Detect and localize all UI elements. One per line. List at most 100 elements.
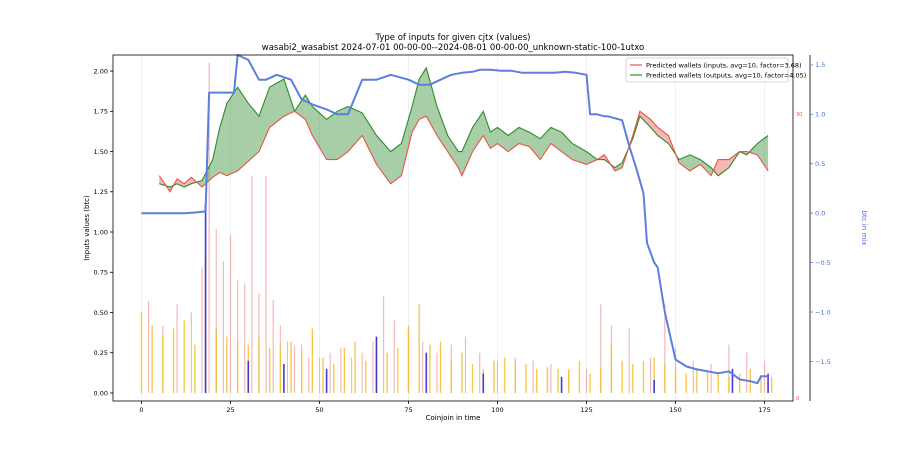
fill-outputs-above	[269, 79, 284, 128]
legend: Predicted wallets (inputs, avg=10, facto…	[625, 57, 806, 83]
fill-outputs-above	[586, 151, 598, 165]
input-bar-yellow	[407, 328, 410, 393]
input-bar-yellow	[343, 347, 346, 393]
input-bar-yellow	[471, 363, 474, 393]
fill-outputs-above	[458, 151, 462, 176]
input-bar-pink	[201, 267, 203, 393]
input-bar-pink	[746, 352, 748, 393]
input-bar-pink	[329, 352, 331, 393]
fill-outputs-above	[518, 127, 530, 147]
fill-outputs-above	[757, 135, 769, 171]
y-axis-label: Inputs values (btc)	[83, 195, 91, 261]
fill-inputs-above	[718, 159, 729, 176]
fill-outputs-above	[347, 106, 363, 152]
y-axis-ticks: 0.00 0.25 0.50 0.75 1.00 1.25 1.50 1.75 2.00	[94, 67, 113, 397]
input-bar-pink	[286, 341, 289, 393]
fill-outputs-above	[472, 111, 484, 152]
input-bar-pink	[208, 63, 210, 393]
input-bar-pink	[628, 328, 630, 393]
x-tick-label: 75	[404, 406, 412, 414]
x-tick-label: 25	[226, 406, 234, 414]
y2-axis-label: btc in mix	[860, 211, 868, 246]
input-bar-pink	[393, 320, 395, 393]
fill-outputs-above	[490, 127, 498, 149]
input-bar-yellow	[300, 352, 303, 393]
fill-outputs-above	[326, 111, 338, 160]
input-bar-pink	[251, 175, 253, 393]
fill-outputs-above	[561, 132, 573, 160]
fill-outputs-above	[237, 87, 249, 171]
chart-title: Type of inputs for given cjtx (values)	[375, 33, 531, 43]
x-axis-label: Coinjoin in time	[426, 414, 481, 422]
input-bar-yellow	[525, 363, 527, 393]
input-bar-pink	[382, 296, 385, 393]
input-bar-yellow	[226, 336, 228, 393]
input-bar-yellow	[674, 368, 677, 393]
fill-inputs-above	[639, 111, 651, 128]
series-line-btc-in-mix	[141, 54, 769, 385]
input-bar-blue	[767, 373, 769, 393]
input-bar-yellow	[151, 325, 153, 393]
input-bar-yellow	[215, 328, 217, 393]
input-bar-blue	[325, 368, 328, 393]
y-tick-label: 1.75	[94, 108, 108, 116]
input-bar-pink	[293, 344, 296, 393]
x-tick-label: 0	[139, 406, 143, 414]
input-bar-yellow	[503, 357, 506, 393]
input-bar-pink	[308, 357, 310, 393]
fill-outputs-above	[700, 159, 712, 176]
input-bar-yellow	[493, 360, 495, 393]
fill-outputs-above	[540, 127, 551, 160]
fill-inputs-above	[650, 119, 658, 136]
fill-outputs-above	[212, 127, 220, 178]
input-bar-blue	[204, 203, 207, 393]
x-tick-label: 175	[758, 406, 770, 414]
input-bar-yellow	[268, 347, 271, 393]
x-tick-label: 50	[315, 406, 323, 414]
input-bar-pink	[532, 360, 534, 393]
input-bar-blue	[375, 336, 378, 393]
input-bar-pink	[350, 357, 353, 393]
fill-outputs-above	[226, 87, 238, 176]
fill-outputs-above	[529, 132, 541, 160]
input-bar-yellow	[236, 341, 239, 393]
input-bar-yellow	[365, 360, 367, 393]
fill-outputs-above	[401, 106, 413, 176]
input-bar-yellow	[461, 352, 463, 393]
input-bar-yellow	[418, 304, 420, 393]
input-bar-pink	[422, 341, 424, 393]
y2-tick-label: −1.5	[815, 358, 831, 366]
y-tick-label: 1.25	[94, 188, 108, 196]
fill-inputs-above	[657, 127, 669, 144]
input-bar-pink	[222, 260, 224, 393]
input-bar-pink	[361, 352, 363, 393]
input-bar-pink	[479, 352, 481, 393]
input-bar-pink	[190, 312, 192, 393]
input-bar-yellow	[696, 368, 698, 393]
input-bar-yellow	[600, 368, 602, 393]
input-bar-yellow	[311, 328, 314, 393]
fill-outputs-above	[390, 143, 402, 184]
legend-box	[625, 57, 789, 83]
input-bar-pink	[340, 347, 342, 393]
x-tick-label: 100	[491, 406, 503, 414]
input-bar-blue	[653, 380, 655, 393]
x-tick-label: 125	[580, 406, 592, 414]
side-mark-top: 30	[796, 112, 802, 118]
input-bar-yellow	[642, 360, 645, 393]
input-bar-yellow	[429, 344, 431, 393]
legend-label-inputs: Predicted wallets (inputs, avg=10, facto…	[646, 62, 802, 70]
input-bar-pink	[237, 280, 239, 393]
input-bar-pink	[229, 235, 232, 393]
input-bar-yellow	[322, 357, 324, 393]
input-bar-yellow	[717, 373, 719, 393]
input-bar-pink	[649, 357, 652, 393]
input-bar-yellow	[653, 357, 655, 393]
fill-outputs-above	[305, 95, 313, 136]
input-bar-yellow	[760, 376, 762, 393]
input-bar-yellow	[535, 368, 538, 393]
input-bar-yellow	[578, 360, 581, 393]
plot-frame	[112, 54, 794, 402]
input-bar-pink	[176, 304, 178, 393]
